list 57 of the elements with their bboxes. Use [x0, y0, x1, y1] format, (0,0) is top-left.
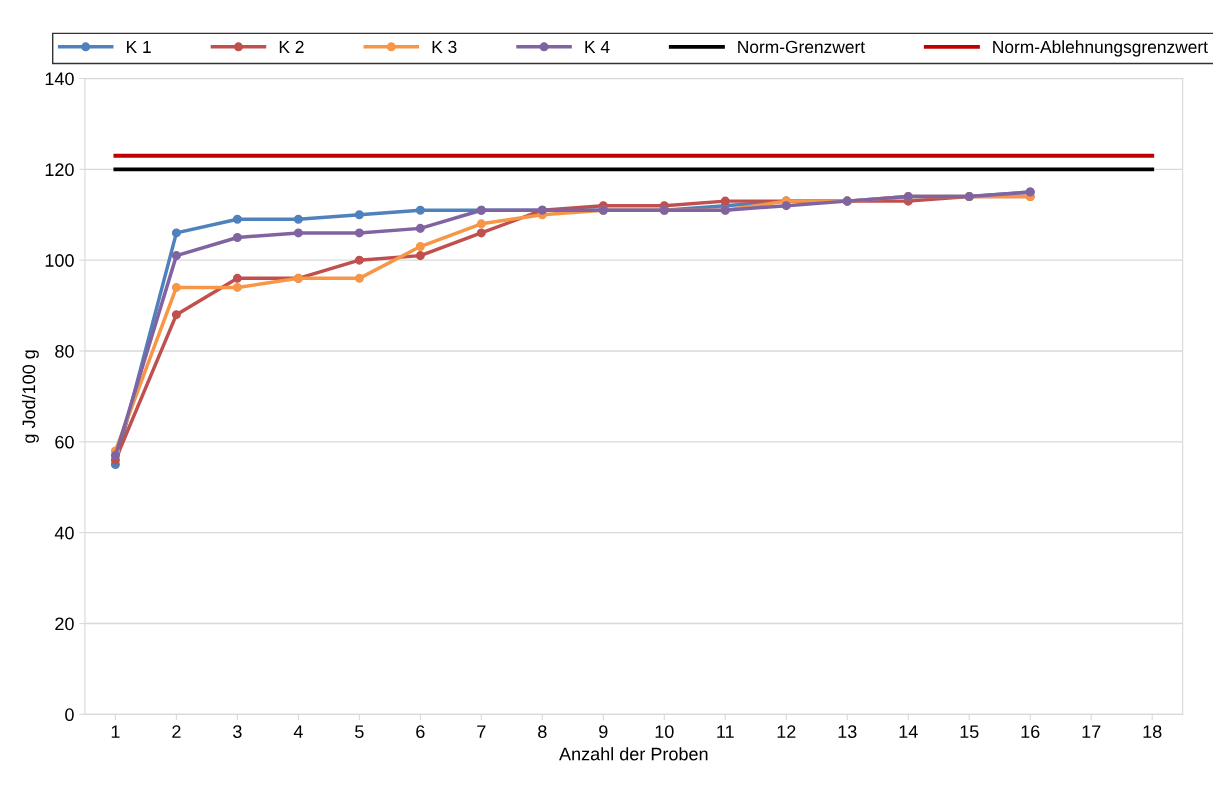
point — [354, 255, 364, 265]
y-tick-label: 120 — [45, 163, 74, 177]
point — [720, 196, 730, 206]
legend-label: K 4 — [585, 40, 610, 53]
x-tick-label: 7 — [477, 725, 486, 738]
point — [354, 273, 364, 283]
x-tick-label: 17 — [1082, 725, 1101, 738]
legend-label: Norm-Ablehnungsgrenzwert — [993, 40, 1208, 57]
point — [171, 251, 181, 261]
x-tick-label: 1 — [111, 725, 120, 738]
x-tick-label: 2 — [172, 725, 181, 738]
x-axis-title: Anzahl der Proben — [559, 747, 708, 761]
point — [171, 228, 181, 238]
x-tick-label: 6 — [416, 725, 425, 739]
point — [354, 210, 364, 220]
point — [232, 232, 242, 242]
point — [415, 242, 425, 252]
legend-label: Norm-Grenzwert — [738, 40, 865, 54]
x-tick-label: 10 — [655, 725, 674, 739]
point — [476, 228, 486, 238]
x-tick-label: 8 — [538, 725, 547, 739]
y-axis-title: g Jod/100 g — [21, 350, 39, 443]
x-tick-label: 11 — [717, 725, 734, 738]
legend-label: K 1 — [127, 40, 151, 53]
point — [293, 214, 303, 224]
x-tick-label: 4 — [293, 725, 303, 738]
point — [354, 228, 364, 238]
point — [232, 282, 242, 292]
x-tick-label: 3 — [233, 725, 242, 739]
point — [476, 219, 486, 229]
y-tick-label: 100 — [45, 254, 74, 267]
legend-label: K 3 — [432, 40, 457, 54]
y-tick-label: 140 — [45, 72, 74, 86]
x-tick-label: 9 — [599, 725, 608, 739]
x-tick-label: 15 — [960, 725, 979, 739]
point — [110, 450, 120, 460]
x-tick-label: 16 — [1021, 725, 1040, 739]
point — [293, 228, 303, 238]
y-tick-label: 40 — [54, 526, 74, 540]
x-tick-label: 5 — [355, 725, 364, 739]
point — [171, 282, 181, 292]
y-tick-label: 60 — [55, 435, 74, 449]
x-tick-label: 13 — [838, 725, 857, 739]
point — [232, 214, 242, 224]
legend-label: K 2 — [279, 40, 304, 53]
y-tick-label: 80 — [55, 344, 74, 358]
point — [415, 223, 425, 233]
point — [415, 251, 425, 261]
y-tick-label: 0 — [65, 708, 74, 722]
point — [171, 310, 181, 320]
point — [781, 201, 791, 211]
x-tick-label: 14 — [899, 725, 918, 738]
x-tick-label: 18 — [1143, 725, 1162, 739]
y-tick-label: 20 — [55, 617, 74, 631]
x-tick-label: 12 — [777, 725, 796, 738]
point — [232, 273, 242, 283]
point — [415, 205, 425, 215]
